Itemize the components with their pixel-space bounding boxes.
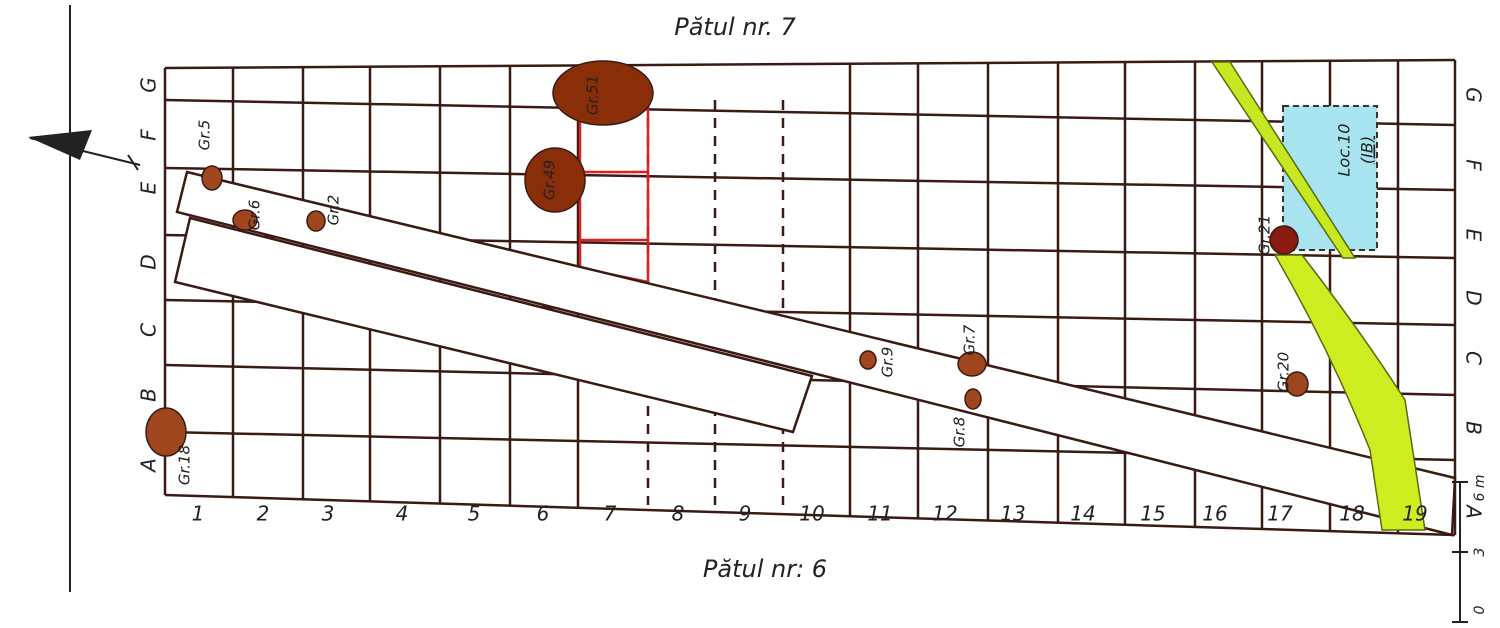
column-label: 17: [1267, 502, 1293, 526]
row-label: E: [137, 181, 161, 194]
grave: [957, 351, 987, 377]
column-label: 18: [1339, 502, 1364, 526]
column-label: 19: [1402, 502, 1427, 526]
band: [1273, 254, 1426, 531]
band: [1210, 61, 1357, 259]
column-label: 7: [604, 502, 617, 526]
column-label: 4: [396, 502, 409, 526]
grave-label: Gr.7: [961, 324, 979, 355]
grid-line: [164, 493, 1456, 537]
column-label: 6: [537, 502, 550, 526]
grave-label: Gr.20: [1275, 352, 1293, 392]
grave-label: Gr.8: [951, 417, 969, 448]
red-grid: [578, 100, 650, 284]
column-label: 15: [1140, 502, 1165, 526]
row-label: F: [137, 129, 161, 141]
row-label: E: [1462, 229, 1486, 242]
column-label: 1: [192, 502, 205, 526]
row-label: G: [1462, 87, 1486, 103]
column-label: 13: [1000, 502, 1025, 526]
row-label: A: [137, 458, 161, 474]
grave: [145, 407, 187, 457]
column-label: 9: [739, 502, 752, 526]
grave: [201, 165, 223, 191]
grave-label: Gr.5: [196, 120, 214, 151]
row-label: D: [1462, 290, 1486, 305]
grave-label: Gr.6: [246, 200, 264, 231]
grave-label: Gr.2: [325, 195, 343, 226]
column-label: 10: [799, 502, 824, 526]
column-label: 11: [867, 502, 892, 526]
grave-label: Gr.51: [584, 75, 602, 115]
feature-label: Loc.10: [1335, 124, 1354, 177]
grave-label: Gr.9: [879, 347, 897, 378]
row-label: C: [137, 323, 161, 337]
column-label: 14: [1070, 502, 1095, 526]
row-label: B: [137, 388, 161, 402]
grave: [1285, 371, 1309, 397]
trench: [175, 170, 1457, 537]
grid-line: [164, 98, 1456, 127]
row-label: D: [137, 254, 161, 269]
grave: [306, 210, 326, 232]
column-label: 16: [1202, 502, 1227, 526]
row-label: C: [1462, 351, 1486, 365]
graves: Gr.5 Gr.6 Gr.2 Gr.51 Gr.49 Gr.18 Gr.9 Gr.7 Gr.8 G…: [145, 60, 1309, 485]
grid-line: [164, 166, 1456, 192]
grid-line: [164, 58, 1456, 70]
grave: [232, 209, 258, 231]
grave: [964, 388, 982, 410]
grave-label: Gr.49: [541, 160, 559, 200]
trench: [173, 216, 814, 434]
north-arrow: [28, 130, 141, 171]
scale-label: 0: [1472, 605, 1488, 614]
grave-label: Gr.18: [176, 445, 194, 485]
feature-sublabel: (IB): [1358, 136, 1377, 164]
scale-label: 3: [1472, 548, 1488, 557]
bottom-label: Pătul nr: 6: [703, 555, 827, 583]
row-label: F: [1462, 159, 1486, 171]
scale-label: 6 m: [1472, 475, 1488, 502]
column-label: 3: [322, 502, 335, 526]
column-label: 12: [932, 502, 957, 526]
top-label: Pătul nr. 7: [674, 13, 796, 41]
scale-bar: [1452, 481, 1468, 623]
row-label: B: [1462, 421, 1486, 435]
grave-label: Gr.21: [1256, 215, 1274, 255]
grave: [1269, 225, 1299, 255]
column-label: 5: [468, 502, 481, 526]
grave: [552, 60, 654, 126]
row-label: G: [137, 77, 161, 93]
grave: [524, 147, 586, 213]
column-label: 8: [672, 502, 685, 526]
row-label: A: [1462, 503, 1486, 519]
grave: [859, 350, 877, 370]
column-label: 2: [257, 502, 270, 526]
